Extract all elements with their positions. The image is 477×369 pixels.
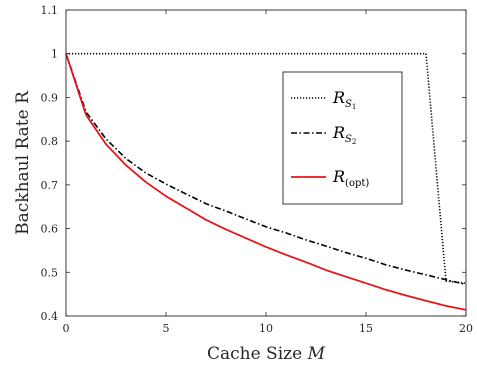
y-tick-label: 0.6 [41, 223, 59, 236]
y-axis-title: Backhaul Rate R [13, 90, 33, 235]
y-tick-label: 1 [51, 48, 58, 61]
y-tick-label: 0.7 [41, 179, 59, 192]
ticks-layer: 0 5 10 15 20 0.4 0.5 0.6 0.7 0.8 0.9 1 1.1 [41, 4, 474, 335]
legend-label-3: R(opt) [332, 167, 369, 189]
x-axis-title-text: Cache Size [207, 344, 308, 364]
legend-box [282, 71, 403, 205]
plot-frame [65, 9, 467, 317]
legend: RS1 RS2 R(opt) [282, 71, 403, 205]
x-tick-label: 15 [359, 322, 373, 335]
legend-label-2: RS2 [332, 123, 356, 146]
x-axis-title-var: M [307, 344, 326, 364]
series-line-2 [65, 53, 467, 286]
legend-label-1: RS1 [332, 88, 356, 111]
y-tick-label: 1.1 [41, 4, 59, 17]
y-tick-label: 0.8 [41, 135, 59, 148]
x-axis-title: Cache Size M [207, 344, 326, 364]
series-line-3 [65, 53, 467, 311]
y-tick-label: 0.4 [41, 310, 59, 323]
x-tick-label: 5 [163, 322, 170, 335]
x-tick-label: 0 [63, 322, 70, 335]
y-tick-label: 0.5 [41, 266, 59, 279]
series-layer [65, 52, 467, 311]
x-tick-label: 20 [459, 322, 473, 335]
series-line-1 [66, 52, 467, 284]
y-tick-label: 0.9 [41, 91, 59, 104]
x-tick-label: 10 [259, 322, 273, 335]
